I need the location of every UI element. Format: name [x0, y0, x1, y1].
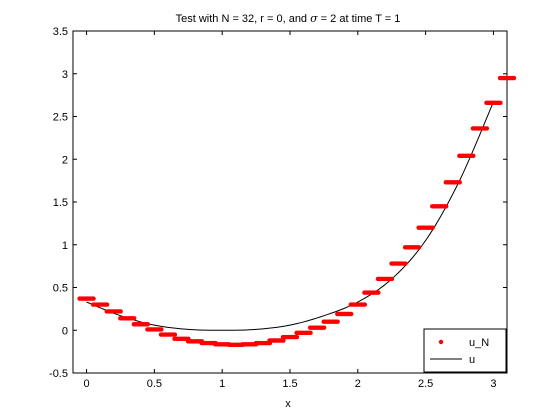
- u_N-marker-dot: [416, 245, 422, 250]
- u_N-point: [185, 339, 205, 344]
- x-tick-label: 0.5: [147, 378, 162, 390]
- y-tick-label: 2.5: [53, 112, 68, 124]
- y-tick-label: 3.5: [53, 26, 68, 38]
- u_N-point: [321, 319, 340, 324]
- legend-label-u_N: u_N: [469, 337, 489, 349]
- u_N-marker-dot: [294, 334, 300, 340]
- y-tick-label: 0.5: [53, 283, 68, 295]
- u_N-point: [402, 245, 422, 250]
- u_N-point: [375, 276, 395, 282]
- x-tick-label: 3: [490, 378, 496, 390]
- u_N-point: [348, 302, 368, 307]
- u_N-marker-dot: [403, 261, 408, 266]
- u_N-marker-dot: [498, 100, 503, 106]
- x-tick-label: 1.5: [282, 378, 297, 390]
- u_N-point: [158, 332, 178, 337]
- series-u-path: [86, 101, 494, 331]
- u_N-marker-dot: [471, 153, 476, 159]
- u_N-point: [104, 309, 123, 314]
- u_N-marker-dot: [457, 180, 462, 185]
- u_N-marker-dot: [430, 225, 435, 230]
- u_N-marker-dot: [104, 302, 110, 307]
- x-tick-label: 1: [219, 378, 225, 390]
- u_N-point: [118, 316, 137, 321]
- u_N-point: [470, 126, 490, 131]
- u_N-point: [429, 204, 449, 209]
- u_N-point: [335, 311, 354, 317]
- u_N-marker-dot: [484, 126, 490, 131]
- u_N-marker-dot: [376, 290, 381, 295]
- u_N-point: [90, 302, 110, 307]
- series-u-line: [86, 101, 494, 331]
- chart-title-main: Test with N = 32, r = 0, and: [176, 13, 311, 25]
- u_N-marker-dot: [159, 327, 164, 332]
- y-tick-label: 1: [62, 240, 68, 252]
- u_N-marker-dot: [145, 322, 151, 327]
- u_N-marker-dot: [362, 302, 368, 307]
- u_N-point: [77, 296, 96, 301]
- legend-marker-u_N: [438, 339, 444, 345]
- chart-title-sigma: σ: [310, 12, 318, 25]
- series-u_N-markers: [77, 75, 517, 347]
- u_N-point: [362, 290, 381, 295]
- chart-title: Test with N = 32, r = 0, and σ = 2 at ti…: [176, 12, 401, 25]
- u_N-point: [131, 322, 151, 327]
- y-tick-label: 0: [62, 325, 68, 337]
- u_N-marker-dot: [281, 338, 286, 343]
- u_N-point: [267, 338, 286, 343]
- u_N-marker-dot: [349, 311, 354, 317]
- y-tick-label: 1.5: [53, 197, 68, 209]
- x-tick-label: 2: [355, 378, 361, 390]
- u_N-point: [280, 334, 300, 340]
- y-tick-label: 2: [62, 154, 68, 166]
- y-tick-label: -0.5: [49, 368, 68, 380]
- legend-label-u: u: [469, 354, 475, 366]
- u_N-point: [307, 325, 327, 330]
- u_N-marker-dot: [118, 309, 123, 314]
- u_N-marker-dot: [443, 204, 449, 209]
- u_N-point: [172, 336, 191, 341]
- u_N-marker-dot: [132, 316, 137, 321]
- u_N-point: [484, 100, 503, 106]
- x-axis-label: x: [285, 398, 291, 410]
- u_N-point: [416, 225, 435, 230]
- u_N-point: [199, 340, 218, 346]
- u_N-marker-dot: [172, 332, 178, 337]
- legend: u_N u: [423, 328, 507, 373]
- plot-area: [72, 30, 508, 374]
- x-tick-label: 0: [84, 378, 90, 390]
- u_N-marker-dot: [335, 319, 340, 324]
- u_N-point: [457, 153, 476, 159]
- u_N-marker-dot: [511, 75, 517, 81]
- u_N-point: [389, 261, 408, 266]
- chart-title-rest: = 2 at time T = 1: [318, 13, 401, 25]
- u_N-marker-dot: [308, 330, 313, 336]
- u_N-marker-dot: [91, 296, 96, 301]
- u_N-point: [443, 180, 462, 185]
- legend-box: [423, 328, 507, 373]
- y-tick-label: 3: [62, 69, 68, 81]
- u_N-point: [497, 75, 517, 81]
- x-tick-label: 2.5: [418, 378, 433, 390]
- u_N-marker-dot: [389, 276, 395, 282]
- u_N-point: [240, 342, 259, 347]
- u_N-marker-dot: [321, 325, 327, 330]
- u_N-point: [145, 327, 164, 332]
- u_N-point: [294, 330, 313, 336]
